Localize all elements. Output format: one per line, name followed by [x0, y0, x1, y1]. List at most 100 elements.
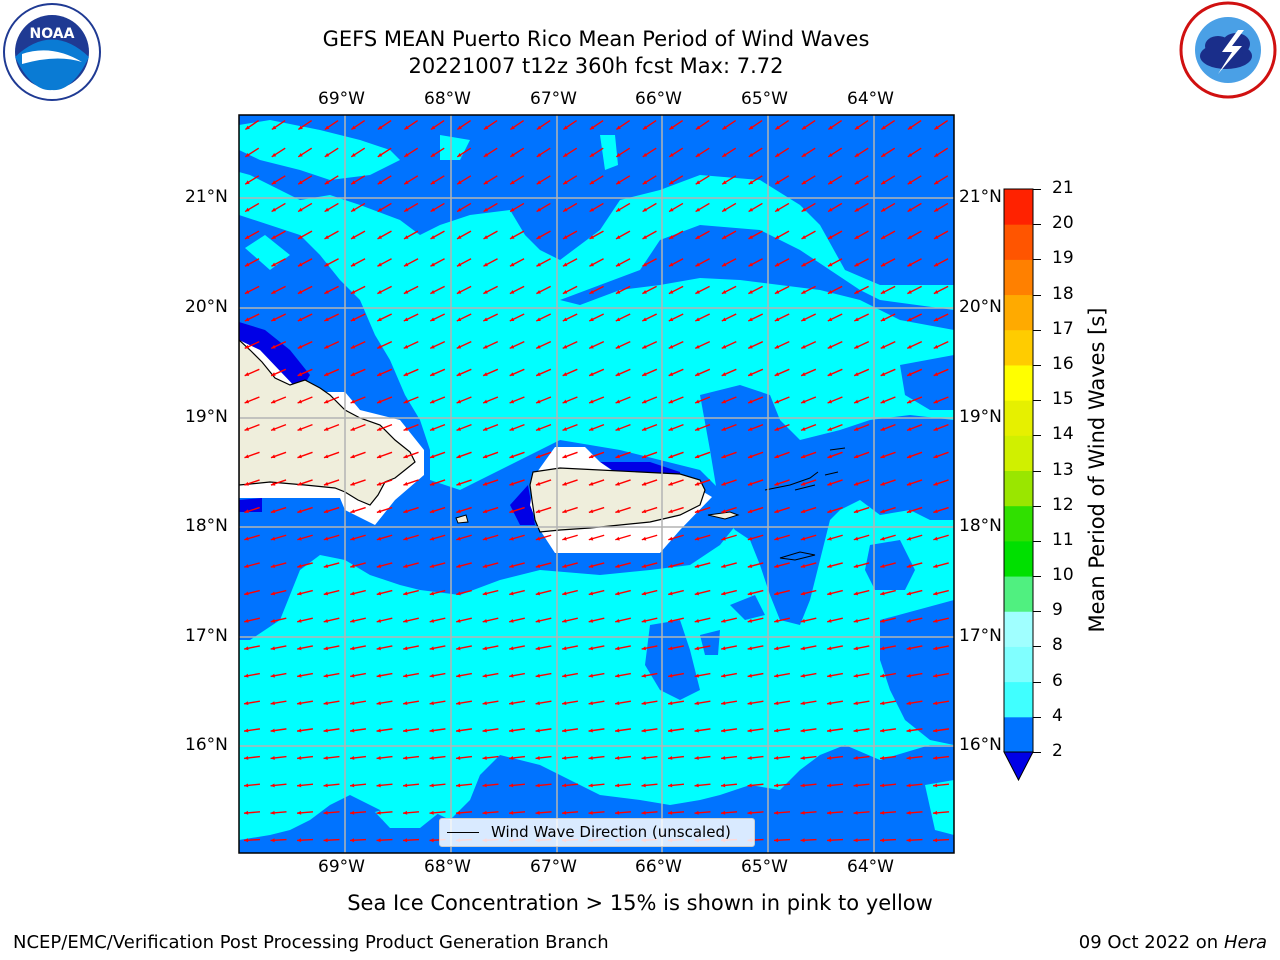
wind-wave-arrowhead — [482, 701, 487, 706]
wind-wave-arrowhead — [853, 810, 858, 815]
colorbar-segment — [1004, 364, 1033, 401]
wind-wave-arrowhead — [695, 207, 701, 212]
wind-wave-arrowhead — [483, 235, 489, 239]
colorbar-segment — [1004, 576, 1033, 612]
wind-wave-arrowhead — [297, 509, 302, 514]
lon-label-bottom-69w: 69°W — [318, 857, 365, 877]
colorbar-label: Mean Period of Wind Waves [s] — [1085, 307, 1109, 633]
wind-wave-arrowhead — [668, 290, 674, 294]
footer-branch: NCEP/EMC/Verification Post Processing Pr… — [13, 932, 609, 953]
wind-wave-arrowhead — [774, 290, 780, 294]
wind-wave-arrowhead — [854, 344, 859, 349]
wind-wave-arrowhead — [535, 591, 541, 596]
wind-wave-arrowhead — [588, 728, 593, 733]
lat-label-right-18n: 18°N — [959, 516, 1002, 536]
colorbar-tick-mark — [1033, 540, 1041, 542]
wind-wave-arrowhead — [482, 810, 487, 815]
wind-wave-arrowhead — [271, 152, 277, 157]
wind-wave-arrowhead — [774, 564, 779, 568]
wind-wave-arrowhead — [510, 125, 515, 130]
wind-wave-arrowhead — [403, 344, 409, 349]
wind-wave-arrowhead — [641, 756, 646, 760]
colorbar-tick-label: 4 — [1052, 705, 1063, 726]
wind-wave-arrowhead — [774, 756, 779, 760]
wind-wave-arrowhead — [350, 344, 356, 349]
wind-wave-arrowhead — [695, 317, 700, 321]
wind-wave-arrowhead — [271, 262, 276, 267]
wind-wave-arrowhead — [695, 399, 700, 404]
wind-wave-arrowhead — [800, 783, 805, 788]
wind-wave-arrowhead — [933, 838, 938, 843]
wind-wave-arrowhead — [747, 564, 753, 568]
wind-wave-arrowhead — [642, 317, 647, 321]
wind-wave-arrowhead — [641, 646, 647, 651]
wind-wave-arrowhead — [297, 783, 302, 788]
wind-wave-arrowhead — [403, 591, 408, 596]
wind-wave-arrowhead — [377, 290, 382, 294]
wind-wave-arrowhead — [589, 290, 594, 294]
wind-wave-arrowhead — [589, 125, 595, 130]
wind-wave-arrowhead — [244, 317, 250, 321]
wind-wave-arrowhead — [641, 673, 646, 678]
lat-label-left-17n: 17°N — [185, 626, 228, 646]
wind-wave-arrowhead — [562, 481, 567, 486]
wind-wave-arrowhead — [376, 509, 382, 514]
wind-wave-arrowhead — [747, 728, 752, 733]
wind-wave-arrowhead — [828, 235, 833, 239]
wind-wave-arrowhead — [509, 262, 515, 267]
wind-wave-arrowhead — [350, 810, 355, 815]
colorbar-tick-label: 21 — [1052, 178, 1074, 198]
wind-wave-arrowhead — [297, 454, 302, 459]
wind-wave-arrowhead — [456, 618, 461, 623]
wind-wave-arrowhead — [297, 728, 302, 733]
wind-wave-arrowhead — [774, 344, 780, 349]
wind-wave-arrowhead — [721, 372, 727, 376]
wind-wave-arrowhead — [510, 207, 515, 212]
wind-wave-arrowhead — [403, 262, 409, 267]
wind-wave-arrowhead — [509, 536, 514, 541]
wind-wave-arrowhead — [906, 618, 912, 623]
chart-title-line2: 20221007 t12z 360h fcst Max: 7.72 — [408, 54, 784, 78]
wind-wave-arrowhead — [509, 756, 514, 760]
wind-wave-arrowhead — [377, 317, 382, 321]
wind-wave-arrowhead — [509, 509, 514, 514]
wind-wave-arrowhead — [350, 317, 356, 321]
wind-wave-arrowhead — [271, 235, 277, 239]
wind-wave-arrowhead — [615, 372, 621, 376]
wind-wave-arrowhead — [616, 180, 621, 185]
wind-wave-arrowhead — [324, 344, 329, 349]
wind-wave-arrowhead — [271, 399, 276, 404]
wind-wave-arrowhead — [244, 344, 250, 349]
wind-wave-arrowhead — [721, 783, 726, 788]
wind-wave-arrowhead — [642, 180, 648, 185]
wind-wave-arrowhead — [323, 618, 329, 623]
wind-wave-arrowhead — [933, 673, 938, 678]
wind-wave-arrowhead — [933, 646, 938, 651]
wind-wave-arrowhead — [429, 810, 434, 815]
wind-wave-arrowhead — [747, 673, 752, 678]
wind-wave-arrowhead — [933, 810, 938, 815]
wind-wave-arrowhead — [350, 372, 356, 376]
wind-wave-arrowhead — [828, 125, 833, 130]
lon-label-top-64w: 64°W — [847, 89, 894, 109]
wind-wave-arrowhead — [880, 344, 886, 349]
wind-wave-arrowhead — [933, 262, 939, 267]
wind-wave-arrowhead — [563, 180, 568, 185]
wind-wave-arrowhead — [934, 180, 939, 185]
wind-wave-arrowhead — [933, 728, 938, 733]
land-mona — [455, 514, 469, 524]
lat-label-right-21n: 21°N — [959, 187, 1002, 207]
wind-wave-arrowhead — [351, 152, 356, 157]
wind-wave-arrowhead — [907, 235, 913, 239]
wind-wave-arrowhead — [563, 207, 568, 212]
wind-wave-arrowhead — [774, 509, 779, 514]
lon-label-bottom-66w: 66°W — [635, 857, 682, 877]
colorbar-tick-mark — [1033, 329, 1041, 331]
lon-label-top-69w: 69°W — [318, 89, 365, 109]
wind-wave-arrowhead — [881, 125, 886, 130]
wind-wave-arrowhead — [271, 344, 276, 349]
wind-wave-arrowhead — [456, 673, 461, 678]
wind-wave-arrowhead — [457, 207, 462, 212]
wind-wave-arrowhead — [748, 399, 753, 404]
wind-wave-arrowhead — [641, 481, 647, 486]
